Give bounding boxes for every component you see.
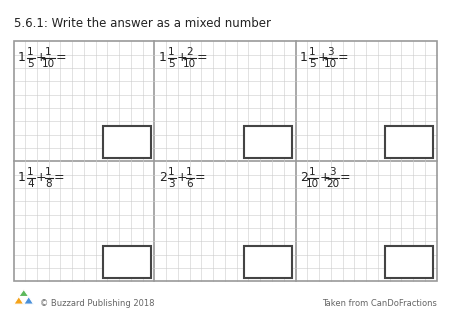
Text: 1: 1	[27, 47, 34, 57]
Text: =: =	[53, 171, 64, 184]
Text: +: +	[318, 52, 328, 64]
Text: 1: 1	[309, 47, 316, 57]
Text: =: =	[197, 52, 207, 64]
Text: 2: 2	[159, 171, 166, 184]
Text: 1: 1	[45, 47, 52, 57]
Text: © Buzzard Publishing 2018: © Buzzard Publishing 2018	[40, 300, 155, 308]
Text: 10: 10	[42, 59, 55, 69]
Text: +: +	[36, 171, 47, 184]
Text: 1: 1	[18, 52, 26, 64]
Text: 5: 5	[27, 59, 34, 69]
Text: =: =	[339, 171, 350, 184]
Text: =: =	[55, 52, 66, 64]
Text: =: =	[194, 171, 205, 184]
Text: 8: 8	[45, 179, 52, 189]
Text: +: +	[320, 171, 330, 184]
Text: +: +	[177, 52, 188, 64]
Text: 1: 1	[168, 167, 175, 177]
Text: 4: 4	[27, 179, 34, 189]
Text: 5.6.1: Write the answer as a mixed number: 5.6.1: Write the answer as a mixed numbe…	[14, 17, 270, 31]
Text: 5: 5	[309, 59, 316, 69]
Text: 1: 1	[27, 167, 34, 177]
Text: 10: 10	[324, 59, 337, 69]
Text: 1: 1	[159, 52, 166, 64]
Polygon shape	[14, 296, 24, 304]
Text: 20: 20	[326, 179, 339, 189]
Text: 2: 2	[186, 47, 193, 57]
Polygon shape	[24, 296, 34, 304]
Text: 1: 1	[309, 167, 316, 177]
Text: +: +	[36, 52, 47, 64]
Text: Taken from CanDoFractions: Taken from CanDoFractions	[322, 300, 436, 308]
Text: 3: 3	[168, 179, 175, 189]
Text: 1: 1	[18, 171, 26, 184]
Text: 6: 6	[186, 179, 193, 189]
Text: 1: 1	[300, 52, 307, 64]
Text: 1: 1	[186, 167, 193, 177]
Text: 1: 1	[45, 167, 52, 177]
Polygon shape	[19, 289, 29, 296]
Text: 5: 5	[168, 59, 175, 69]
Text: 10: 10	[183, 59, 196, 69]
Text: =: =	[338, 52, 348, 64]
Text: 2: 2	[300, 171, 307, 184]
Text: 10: 10	[306, 179, 319, 189]
Text: 3: 3	[329, 167, 336, 177]
Text: 1: 1	[168, 47, 175, 57]
Text: 3: 3	[327, 47, 334, 57]
Text: +: +	[177, 171, 188, 184]
